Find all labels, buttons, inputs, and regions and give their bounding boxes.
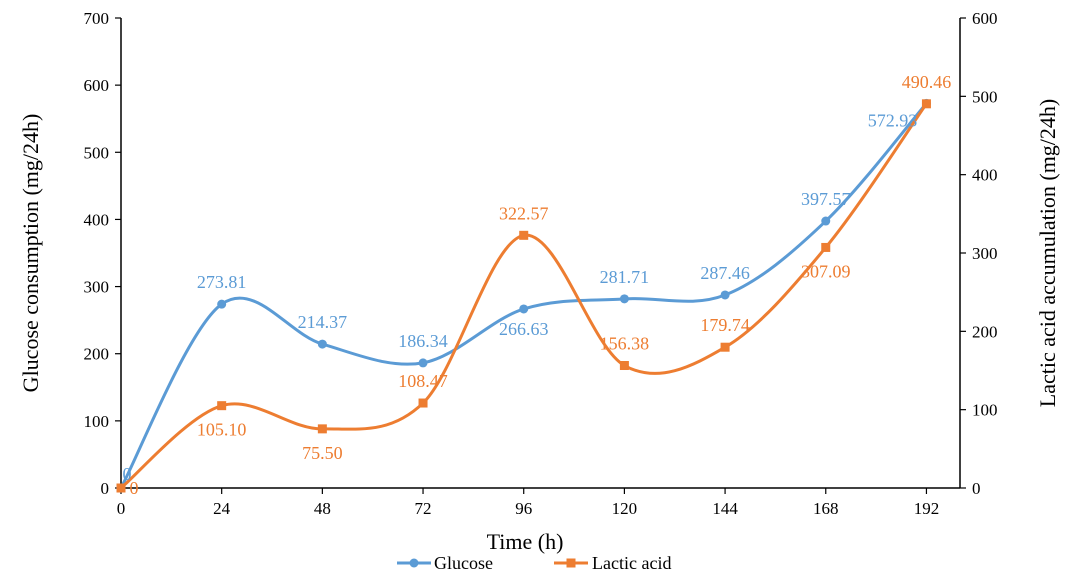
glucose-data-point — [619, 294, 629, 304]
legend-lactic-label: Lactic acid — [592, 553, 671, 573]
x-tick-label: 120 — [612, 499, 638, 518]
right-y-tick-label: 400 — [972, 166, 998, 185]
left-y-tick-label: 600 — [84, 76, 110, 95]
lactic-acid-data-label: 490.46 — [902, 72, 952, 92]
lactic-acid-data-label: 105.10 — [197, 420, 247, 440]
x-tick-label: 144 — [712, 499, 738, 518]
right-y-tick-label: 100 — [972, 401, 998, 420]
left-y-tick-label: 200 — [84, 345, 110, 364]
lactic-acid-data-label: 179.74 — [700, 315, 750, 335]
x-tick-label: 96 — [515, 499, 532, 518]
glucose-data-point — [418, 358, 428, 368]
lactic-acid-data-label: 0 — [130, 478, 139, 498]
lactic-acid-data-point — [519, 230, 529, 240]
right-y-tick-label: 500 — [972, 87, 998, 106]
glucose-data-label: 572.93 — [868, 110, 918, 130]
glucose-data-label: 287.46 — [700, 263, 750, 283]
left-y-tick-label: 300 — [84, 278, 110, 297]
glucose-data-label: 273.81 — [197, 272, 247, 292]
left-y-axis-title: Glucose consumption (mg/24h) — [18, 114, 43, 393]
legend-glucose-marker — [409, 558, 419, 568]
lactic-acid-data-label: 307.09 — [801, 261, 851, 281]
legend-lactic-marker — [566, 558, 576, 568]
legend-item-lactic-acid: Lactic acid — [554, 553, 671, 573]
legend-glucose-label: Glucose — [434, 553, 493, 573]
glucose-data-point — [519, 304, 529, 314]
lactic-acid-data-point — [317, 424, 327, 434]
x-axis-title: Time (h) — [487, 529, 564, 554]
lactic-acid-data-point — [921, 99, 931, 109]
lactic-acid-data-label: 75.50 — [302, 443, 343, 463]
x-tick-label: 192 — [914, 499, 940, 518]
left-y-tick-label: 400 — [84, 210, 110, 229]
lactic-acid-data-point — [619, 361, 629, 371]
glucose-data-label: 0 — [123, 464, 132, 484]
lactic-acid-data-point — [217, 401, 227, 411]
lactic-acid-data-point — [720, 342, 730, 352]
legend-item-glucose: Glucose — [397, 553, 493, 573]
right-y-tick-label: 300 — [972, 244, 998, 263]
right-y-tick-label: 600 — [972, 9, 998, 28]
glucose-data-label: 266.63 — [499, 319, 549, 339]
glucose-data-point — [720, 290, 730, 300]
series-layer — [116, 98, 931, 493]
lactic-acid-data-point — [418, 398, 428, 408]
left-y-tick-label: 100 — [84, 412, 110, 431]
glucose-data-point — [317, 339, 327, 349]
lactic-acid-data-label: 322.57 — [499, 203, 549, 223]
left-y-tick-label: 500 — [84, 143, 110, 162]
glucose-data-label: 214.37 — [298, 312, 348, 332]
x-tick-label: 72 — [415, 499, 432, 518]
axes-layer: 0 24 48 72 96 120 144 168 192 0 100 200 300 400 500 600… — [84, 9, 998, 518]
right-y-axis-title: Lactic acid accumulation (mg/24h) — [1035, 99, 1060, 407]
glucose-data-label: 186.34 — [398, 331, 448, 351]
x-tick-label: 48 — [314, 499, 331, 518]
right-y-tick-label: 0 — [972, 479, 981, 498]
glucose-data-label: 281.71 — [600, 267, 650, 287]
x-tick-label: 168 — [813, 499, 839, 518]
left-y-tick-label: 700 — [84, 9, 110, 28]
x-tick-label: 0 — [117, 499, 126, 518]
glucose-data-point — [821, 216, 831, 226]
left-y-tick-label: 0 — [101, 479, 110, 498]
labels-layer: 0 273.81 214.37 186.34 266.63 281.71 287.46 397… — [123, 72, 952, 498]
lactic-acid-data-label: 156.38 — [600, 334, 650, 354]
lactic-acid-data-point — [116, 483, 126, 493]
glucose-data-point — [217, 299, 227, 309]
x-tick-label: 24 — [213, 499, 231, 518]
lactic-acid-data-label: 108.47 — [398, 371, 448, 391]
legend: Glucose Lactic acid — [397, 553, 671, 573]
glucose-data-label: 397.57 — [801, 189, 851, 209]
lactic-acid-data-point — [821, 242, 831, 252]
right-y-tick-label: 200 — [972, 322, 998, 341]
